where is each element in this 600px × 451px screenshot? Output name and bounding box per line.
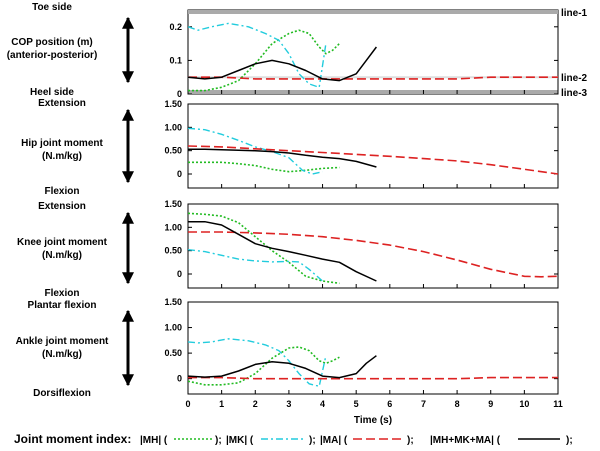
series-line-1 — [188, 29, 340, 92]
y-tick-label: 0 — [177, 169, 182, 179]
x-tick-label: 10 — [519, 399, 529, 409]
panel-ankle: Plantar flexion Ankle joint moment (N.m/kg… — [16, 297, 563, 409]
y-tick-label: 0 — [177, 374, 182, 384]
panel-knee: Extension Knee joint moment (N.m/kg) Flexio… — [17, 199, 559, 299]
x-tick-label: 5 — [354, 399, 359, 409]
y-tick-label: 0.50 — [164, 146, 182, 156]
panel-unit: (anterior-posterior) — [7, 50, 98, 61]
x-tick-label: 7 — [421, 399, 426, 409]
reference-line-label: line-3 — [561, 88, 588, 99]
panel-title: Ankle joint moment — [16, 336, 109, 347]
y-tick-label: 1.50 — [164, 297, 182, 307]
y-tick-label: 0 — [177, 89, 182, 99]
legend-item-label: |MK| ( — [226, 435, 254, 446]
series-line-2 — [188, 127, 323, 175]
x-tick-label: 6 — [387, 399, 392, 409]
series-line-3 — [188, 145, 558, 175]
series-line-2 — [188, 22, 327, 88]
panel-hip: Extension Hip joint moment (N.m/kg) Flexion… — [21, 98, 559, 197]
series-line-3 — [188, 76, 558, 80]
panel-top-label: Extension — [38, 98, 86, 109]
legend-item-label: |MA| ( — [320, 435, 348, 446]
x-tick-label: 3 — [286, 399, 291, 409]
series-line-4 — [188, 46, 377, 82]
panel-top-label: Toe side — [32, 2, 72, 13]
legend-item-suffix: ); — [407, 435, 414, 446]
legend-item-label: |MH+MK+MA| ( — [430, 435, 501, 446]
x-tick-label: 2 — [253, 399, 258, 409]
plot-frame — [187, 103, 559, 189]
panel-cop: Toe side COP position (m) (anterior-poster… — [7, 2, 588, 99]
panel-unit: (N.m/kg) — [42, 250, 82, 261]
y-tick-label: 0.50 — [164, 348, 182, 358]
series-line-1 — [188, 346, 340, 386]
series-line-3 — [188, 231, 558, 278]
legend-item-suffix: ); — [215, 435, 222, 446]
series-line-4 — [188, 355, 377, 379]
panel-top-label: Extension — [38, 201, 86, 212]
series-line-2 — [188, 249, 323, 282]
series-line-1 — [188, 212, 340, 285]
panel-bottom-label: Flexion — [44, 186, 79, 197]
reference-line-label: line-1 — [561, 8, 588, 19]
y-tick-label: 1.00 — [164, 323, 182, 333]
x-tick-label: 8 — [455, 399, 460, 409]
series-line-3 — [188, 376, 558, 380]
x-tick-label: 9 — [488, 399, 493, 409]
series-line-1 — [188, 161, 340, 173]
y-tick-label: 0.2 — [169, 22, 182, 32]
y-tick-label: 0 — [177, 269, 182, 279]
plot-frame — [187, 203, 559, 289]
legend-item-suffix: ); — [309, 435, 316, 446]
series-line-2 — [188, 338, 327, 387]
series-line-4 — [188, 148, 377, 168]
legend-item-suffix: ); — [566, 435, 573, 446]
y-tick-label: 0.1 — [169, 55, 182, 65]
panel-title: Hip joint moment — [21, 138, 103, 149]
legend: Joint moment index: |MH| (); |MK| (); |MA| … — [14, 432, 573, 446]
y-tick-label: 1.00 — [164, 222, 182, 232]
panel-top-label: Plantar flexion — [28, 300, 97, 311]
x-tick-label: 4 — [320, 399, 325, 409]
legend-title: Joint moment index: — [14, 432, 131, 446]
panel-title: Knee joint moment — [17, 237, 108, 248]
legend-item-label: |MH| ( — [140, 435, 168, 446]
series-line-4 — [188, 220, 377, 282]
x-axis-label: Time (s) — [354, 415, 392, 426]
reference-line-label: line-2 — [561, 73, 588, 84]
panel-unit: (N.m/kg) — [42, 349, 82, 360]
panel-bottom-label: Heel side — [30, 87, 74, 98]
y-tick-label: 0.50 — [164, 246, 182, 256]
y-tick-label: 1.50 — [164, 199, 182, 209]
panel-bottom-label: Flexion — [44, 288, 79, 299]
y-tick-label: 1.00 — [164, 122, 182, 132]
panel-title: COP position (m) — [11, 37, 92, 48]
y-tick-label: 1.50 — [164, 99, 182, 109]
panel-unit: (N.m/kg) — [42, 151, 82, 162]
panel-bottom-label: Dorsiflexion — [33, 388, 91, 399]
x-tick-label: 11 — [553, 399, 563, 409]
x-tick-label: 0 — [185, 399, 190, 409]
x-tick-label: 1 — [219, 399, 224, 409]
